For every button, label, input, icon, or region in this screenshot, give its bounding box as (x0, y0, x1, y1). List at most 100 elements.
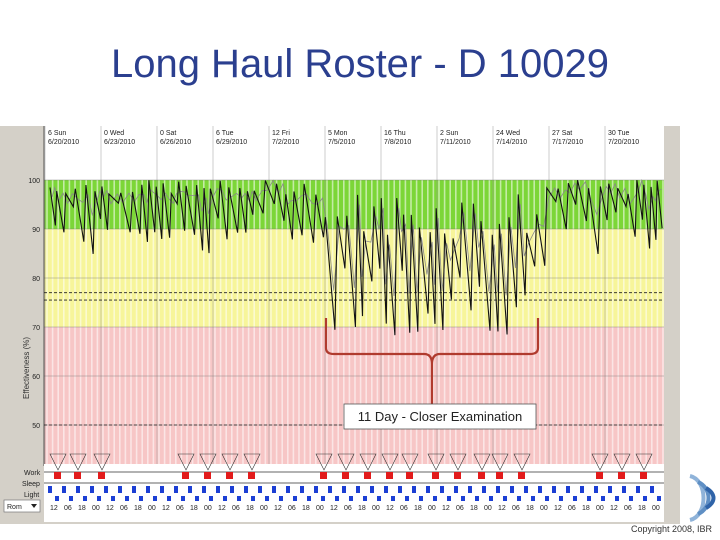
effectiveness-trace (49, 179, 663, 336)
work-block (478, 472, 485, 479)
light-block (83, 496, 87, 501)
date-header-date: 7/2/2010 (272, 139, 299, 146)
work-block (54, 472, 61, 479)
light-block (293, 496, 297, 501)
light-block (419, 496, 423, 501)
sleep-block (636, 486, 640, 493)
date-header-date: 6/26/2010 (160, 139, 191, 146)
hour-tick-label: 06 (232, 505, 240, 512)
work-block (496, 472, 503, 479)
sleep-block (174, 486, 178, 493)
work-block (386, 472, 393, 479)
date-header-day: 16 Thu (384, 130, 406, 137)
flight-marker (427, 453, 445, 471)
light-block (209, 496, 213, 501)
light-block (181, 496, 185, 501)
light-block (545, 496, 549, 501)
date-header-date: 7/14/2010 (496, 139, 527, 146)
hour-tick-label: 06 (64, 505, 72, 512)
sleep-block (342, 486, 346, 493)
hour-tick-label: 18 (134, 505, 142, 512)
hour-tick-label: 12 (442, 505, 450, 512)
hour-tick-label: 12 (162, 505, 170, 512)
light-block (503, 496, 507, 501)
sleep-block (552, 486, 556, 493)
hour-tick-label: 00 (316, 505, 324, 512)
hour-tick-label: 00 (540, 505, 548, 512)
hour-tick-label: 18 (78, 505, 86, 512)
hour-tick-label: 18 (638, 505, 646, 512)
work-block (248, 472, 255, 479)
light-block (307, 496, 311, 501)
work-block (182, 472, 189, 479)
date-header-date: 7/5/2010 (328, 139, 355, 146)
date-header-day: 27 Sat (552, 130, 572, 137)
light-block (125, 496, 129, 501)
hour-tick-label: 06 (344, 505, 352, 512)
date-header-day: 24 Wed (496, 130, 520, 137)
date-header-date: 7/20/2010 (608, 139, 639, 146)
light-block (489, 496, 493, 501)
work-block (74, 472, 81, 479)
sleep-block (650, 486, 654, 493)
date-header-date: 6/23/2010 (104, 139, 135, 146)
sleep-block (188, 486, 192, 493)
effectiveness-line-light (51, 179, 662, 296)
hour-tick-label: 18 (302, 505, 310, 512)
light-block (363, 496, 367, 501)
flight-marker (337, 453, 355, 471)
work-block (618, 472, 625, 479)
work-block (406, 472, 413, 479)
work-block (226, 472, 233, 479)
hour-tick-label: 12 (554, 505, 562, 512)
sleep-block (48, 486, 52, 493)
light-block (601, 496, 605, 501)
light-block (643, 496, 647, 501)
hour-tick-label: 18 (246, 505, 254, 512)
sleep-block (216, 486, 220, 493)
annotation-brace (324, 318, 540, 404)
sleep-block (356, 486, 360, 493)
date-header-date: 7/11/2010 (440, 139, 471, 146)
y-tick-label: 80 (32, 276, 40, 283)
flight-marker (381, 453, 399, 471)
light-block (55, 496, 59, 501)
sleep-block (146, 486, 150, 493)
activity-rows (44, 453, 664, 502)
flight-marker (473, 453, 491, 471)
ibr-logo (689, 474, 716, 522)
zoom-dropdown[interactable]: Rom (3, 499, 41, 513)
light-block (97, 496, 101, 501)
flight-marker (315, 453, 333, 471)
work-block (204, 472, 211, 479)
light-block (391, 496, 395, 501)
sleep-block (426, 486, 430, 493)
row-label-light: Light (24, 492, 39, 499)
flight-marker (513, 453, 531, 471)
work-block (98, 472, 105, 479)
header-band (44, 126, 664, 150)
light-block (461, 496, 465, 501)
row-labels: Work Sleep Light (22, 470, 41, 499)
y-tick-label: 90 (32, 227, 40, 234)
sleep-block (440, 486, 444, 493)
light-block (349, 496, 353, 501)
sleep-block (538, 486, 542, 493)
hour-tick-label: 18 (470, 505, 478, 512)
sleep-block (454, 486, 458, 493)
row-label-sleep: Sleep (22, 481, 40, 488)
sleep-block (398, 486, 402, 493)
hour-tick-label: 00 (372, 505, 380, 512)
light-block (265, 496, 269, 501)
light-block (657, 496, 661, 501)
sleep-block (104, 486, 108, 493)
flight-marker (449, 453, 467, 471)
sleep-block (482, 486, 486, 493)
hour-tick-label: 00 (484, 505, 492, 512)
sleep-block (328, 486, 332, 493)
sleep-block (286, 486, 290, 493)
light-block (559, 496, 563, 501)
work-block (364, 472, 371, 479)
hour-tick-label: 18 (190, 505, 198, 512)
hour-tick-label: 06 (456, 505, 464, 512)
